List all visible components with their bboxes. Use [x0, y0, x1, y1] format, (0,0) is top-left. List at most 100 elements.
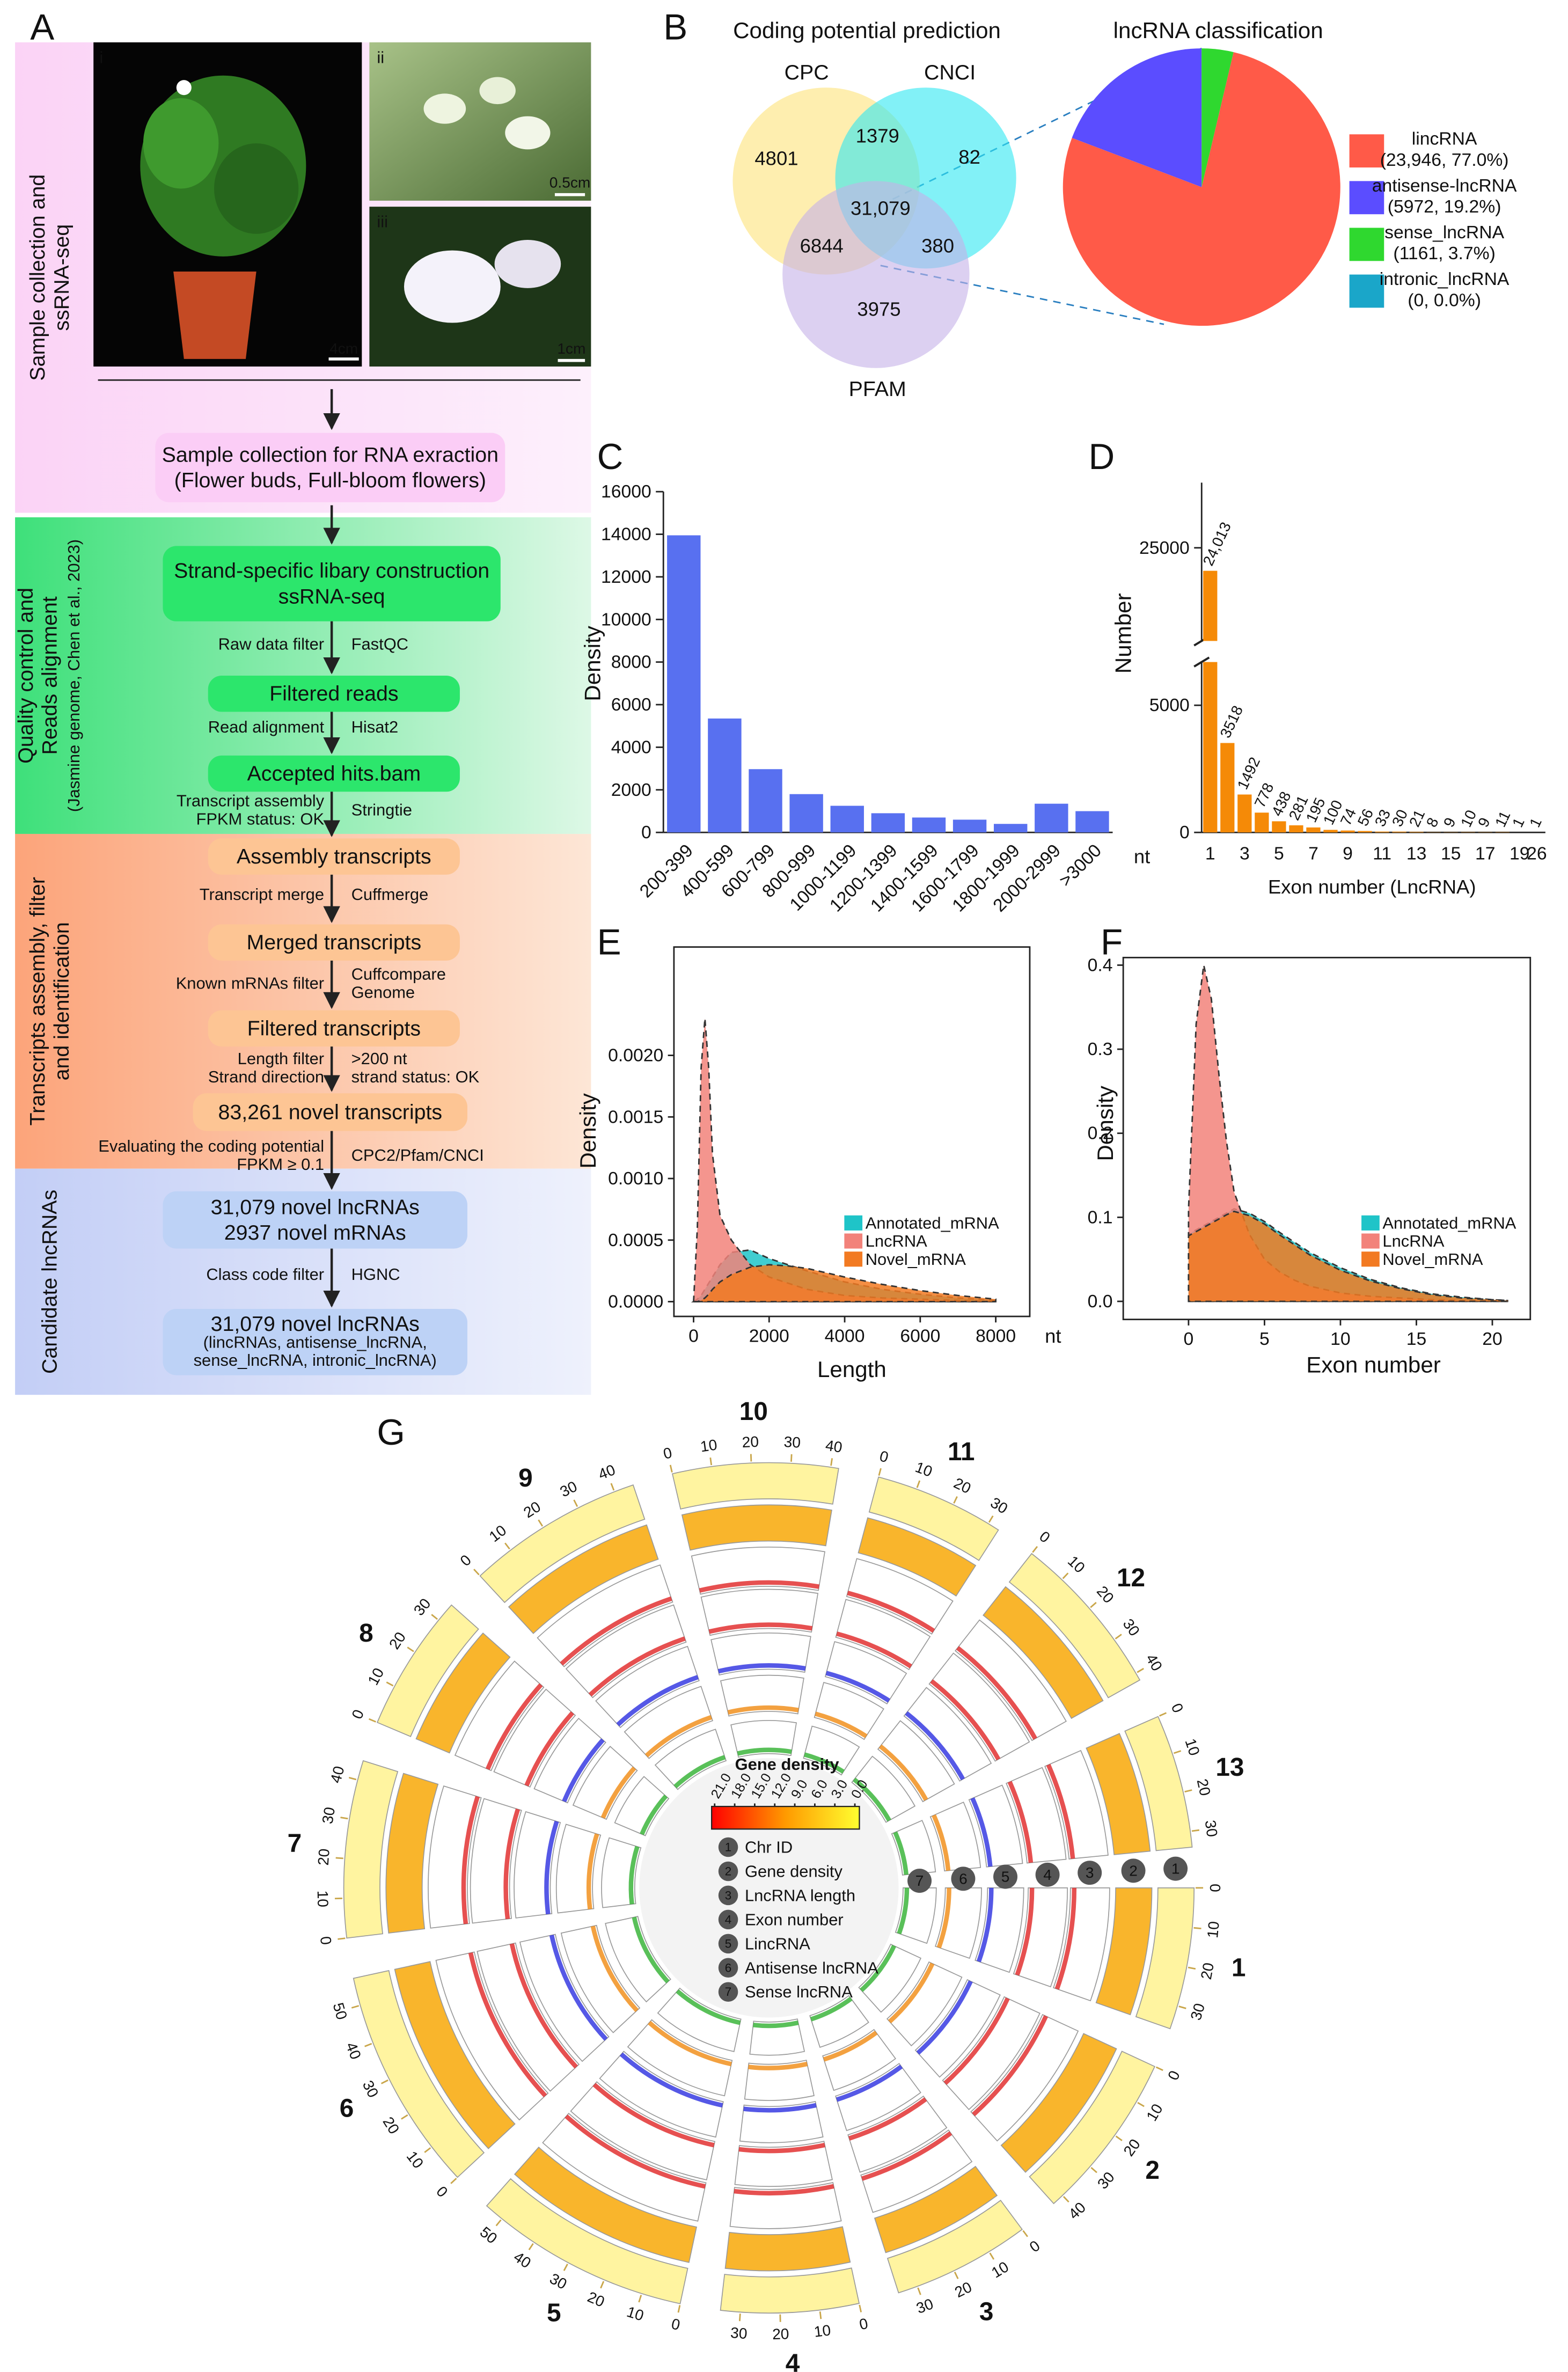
heatmap-track: [874, 2165, 998, 2253]
track-band: [893, 1831, 908, 1875]
track-frame: [1044, 1749, 1109, 1859]
chr-tick: [1115, 1634, 1122, 1639]
track-frame: [730, 1720, 797, 1758]
legend-swatch: [844, 1215, 863, 1231]
x-tick-label: 6000: [900, 1326, 940, 1346]
chr-label: 10: [739, 1397, 768, 1426]
legend-badge-id: 7: [725, 1985, 732, 1998]
track-band: [936, 1887, 951, 1949]
value-label: 24,013: [1200, 519, 1234, 568]
box-text: Sample collection for RNA exraction: [162, 443, 499, 466]
track-band: [930, 1679, 1001, 1761]
y-tick-label: 0.3: [1088, 1039, 1113, 1059]
chr-tick: [1155, 2066, 1163, 2071]
box-text: 31,079 novel lncRNAs: [211, 1195, 420, 1219]
chr-tick-label: 20: [951, 1475, 974, 1497]
track-band: [699, 1580, 819, 1593]
track-band: [1054, 1887, 1077, 1990]
track-band: [644, 1715, 713, 1758]
y-tick-label: 0.1: [1088, 1207, 1113, 1227]
bud: [423, 93, 466, 124]
chr-tick-label: 30: [1094, 2169, 1118, 2192]
chromosome: [479, 1484, 646, 1604]
track-frame: [970, 2014, 1079, 2142]
x-tick-label: >3000: [1055, 840, 1105, 891]
step-text: FPKM ≥ 0.1: [237, 1155, 324, 1174]
legend-label: Antisense lncRNA: [745, 1958, 878, 1977]
track-band: [1015, 1887, 1035, 1976]
panel-label: G: [377, 1412, 405, 1453]
chr-tick-label: 30: [783, 1433, 801, 1451]
chr-tick-label: 30: [1202, 1819, 1221, 1838]
chr-tick: [528, 2243, 534, 2251]
chr-tick-label: 10: [988, 2258, 1012, 2281]
legend-value: (1161, 3.7%): [1393, 243, 1495, 263]
region-count: 82: [958, 146, 980, 168]
stage-label: (Jasmine genome, Chen et al., 2023): [64, 539, 83, 812]
track-frame: [835, 1599, 931, 1671]
track-badge: [907, 1869, 932, 1893]
bar: [1358, 831, 1372, 833]
step-text: Raw data filter: [218, 634, 324, 653]
chr-tick-label: 10: [1182, 1737, 1203, 1758]
flow-box: [155, 433, 505, 502]
heatmap-track: [1086, 1733, 1151, 1855]
chr-tick-label: 20: [952, 2279, 974, 2301]
x-unit: nt: [1045, 1325, 1061, 1347]
chr-tick-label: 40: [343, 2040, 364, 2061]
heatmap-track: [681, 1504, 832, 1551]
legend-label: lincRNA: [1412, 129, 1477, 149]
track-badge: [1078, 1861, 1102, 1885]
chr-tick-label: 20: [585, 2288, 607, 2310]
flow-box: [208, 838, 460, 875]
step-text: FPKM status: OK: [196, 809, 324, 828]
x-tick-label: 5: [1259, 1329, 1270, 1349]
pie-slice: [1072, 48, 1202, 187]
pie-slice: [1201, 48, 1234, 187]
chr-tick: [1032, 1546, 1038, 1553]
y-tick-label: 0.0015: [608, 1107, 663, 1127]
y-tick-label: 0.0005: [608, 1230, 663, 1250]
chr-label: 2: [1145, 2156, 1160, 2185]
track-frame: [1053, 1887, 1110, 2002]
region-count: 4801: [754, 148, 798, 170]
track-band: [549, 1935, 608, 2041]
track-band: [619, 2052, 723, 2108]
x-tick-label: 13: [1406, 843, 1427, 863]
track-frame: [1013, 1887, 1068, 1988]
track-frame: [858, 1943, 922, 2013]
legend-badge-id: 1: [725, 1841, 732, 1854]
chr-tick-label: 30: [1119, 1616, 1142, 1639]
track-frame: [824, 1641, 907, 1705]
track-frame: [560, 1924, 641, 2033]
legend-badge: [718, 1909, 738, 1930]
chr-tick: [953, 1496, 958, 1504]
photo: [369, 42, 591, 201]
track-band: [943, 1997, 1010, 2085]
chr-tick-label: 30: [730, 2324, 748, 2342]
axis-break: [1193, 656, 1210, 668]
flow-box: [163, 1308, 467, 1375]
legend-label: antisense-lncRNA: [1372, 175, 1517, 196]
region-count: 1379: [856, 125, 899, 147]
chr-tick-label: 30: [988, 1494, 1011, 1517]
legend-swatch: [1349, 274, 1384, 308]
track-band: [524, 1711, 574, 1787]
legend-badge: [718, 1934, 738, 1954]
track-frame: [454, 1660, 545, 1771]
chr-tick-label: 20: [315, 1848, 333, 1866]
legend-swatch: [1349, 181, 1384, 215]
chr-tick: [368, 1718, 376, 1723]
track-frame: [809, 1995, 869, 2048]
chromosome: [376, 1604, 479, 1737]
chr-tick-label: 0: [1164, 2068, 1183, 2083]
chr-tick-label: 30: [319, 1806, 338, 1825]
track-band: [600, 1766, 636, 1819]
step-text: Strand direction: [208, 1067, 324, 1086]
chromosome: [1029, 2051, 1156, 2205]
track-frame: [822, 2029, 897, 2091]
chr-tick-label: 0: [348, 1707, 367, 1721]
heatmap-track: [983, 1586, 1104, 1719]
track-band: [727, 1705, 799, 1715]
